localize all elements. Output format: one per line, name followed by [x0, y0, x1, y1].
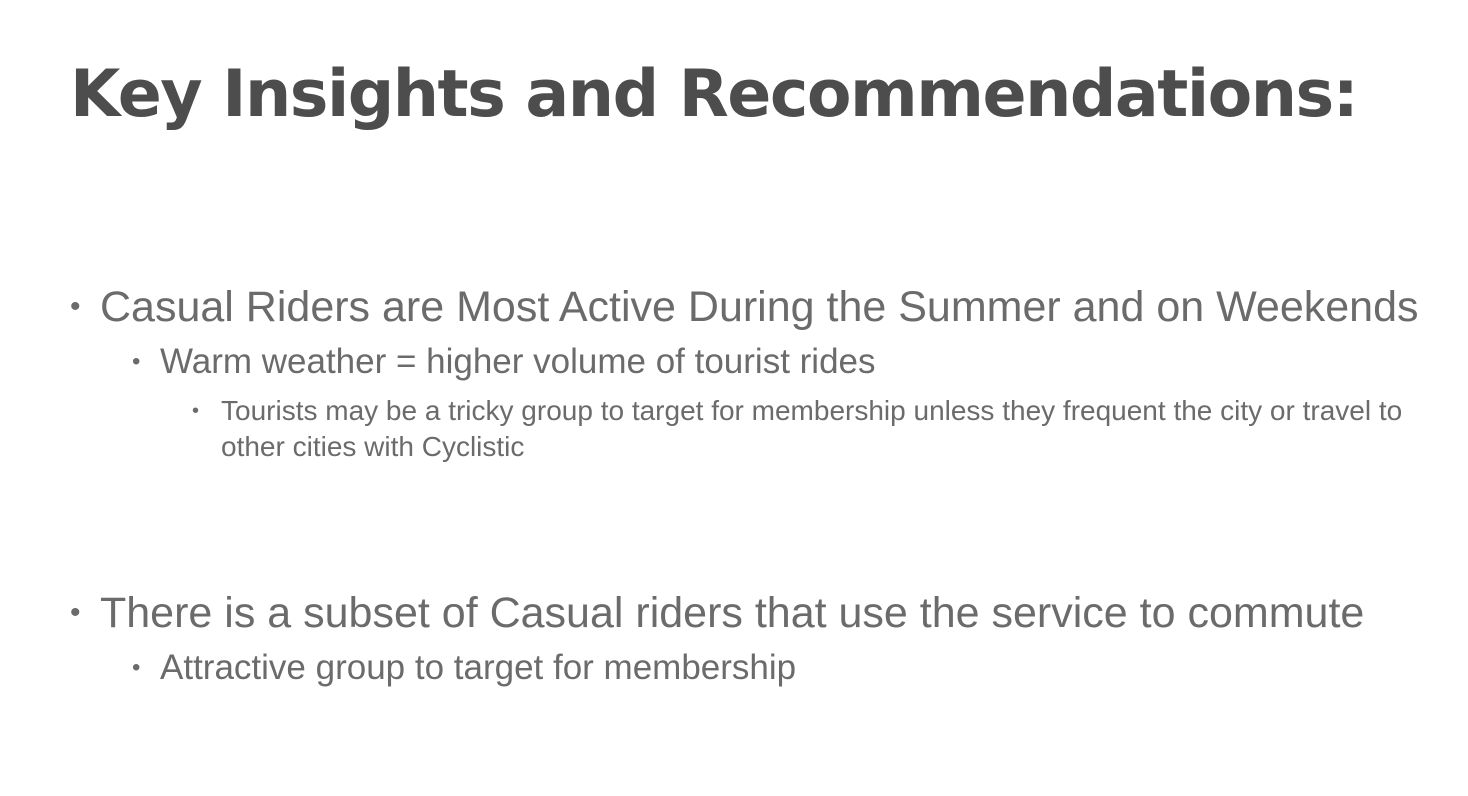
bullet-text: There is a subset of Casual riders that …	[100, 589, 1365, 637]
bullet-dot: •	[70, 596, 81, 629]
bullet-dot: •	[132, 654, 141, 681]
sub-sub-bullet-text: Tourists may be a tricky group to target…	[221, 395, 1403, 462]
bullet-dot: •	[70, 290, 81, 323]
bullet-dot: •	[132, 348, 141, 375]
sub-bullet-item: • Attractive group to target for members…	[132, 647, 1462, 689]
bullet-text: Casual Riders are Most Active During the…	[100, 283, 1419, 331]
sub-bullet-text: Warm weather = higher volume of tourist …	[160, 342, 876, 381]
bullet-dot: •	[192, 400, 200, 422]
sub-bullet-item: • Warm weather = higher volume of touris…	[132, 341, 1462, 383]
sub-bullet-text: Attractive group to target for membershi…	[160, 648, 797, 687]
slide-title: Key Insights and Recommendations:	[70, 57, 1359, 132]
sub-sub-bullet-item: • Tourists may be a tricky group to targ…	[192, 393, 1457, 465]
bullet-item: • Casual Riders are Most Active During t…	[70, 282, 1460, 332]
bullet-item: • There is a subset of Casual riders tha…	[70, 588, 1460, 638]
